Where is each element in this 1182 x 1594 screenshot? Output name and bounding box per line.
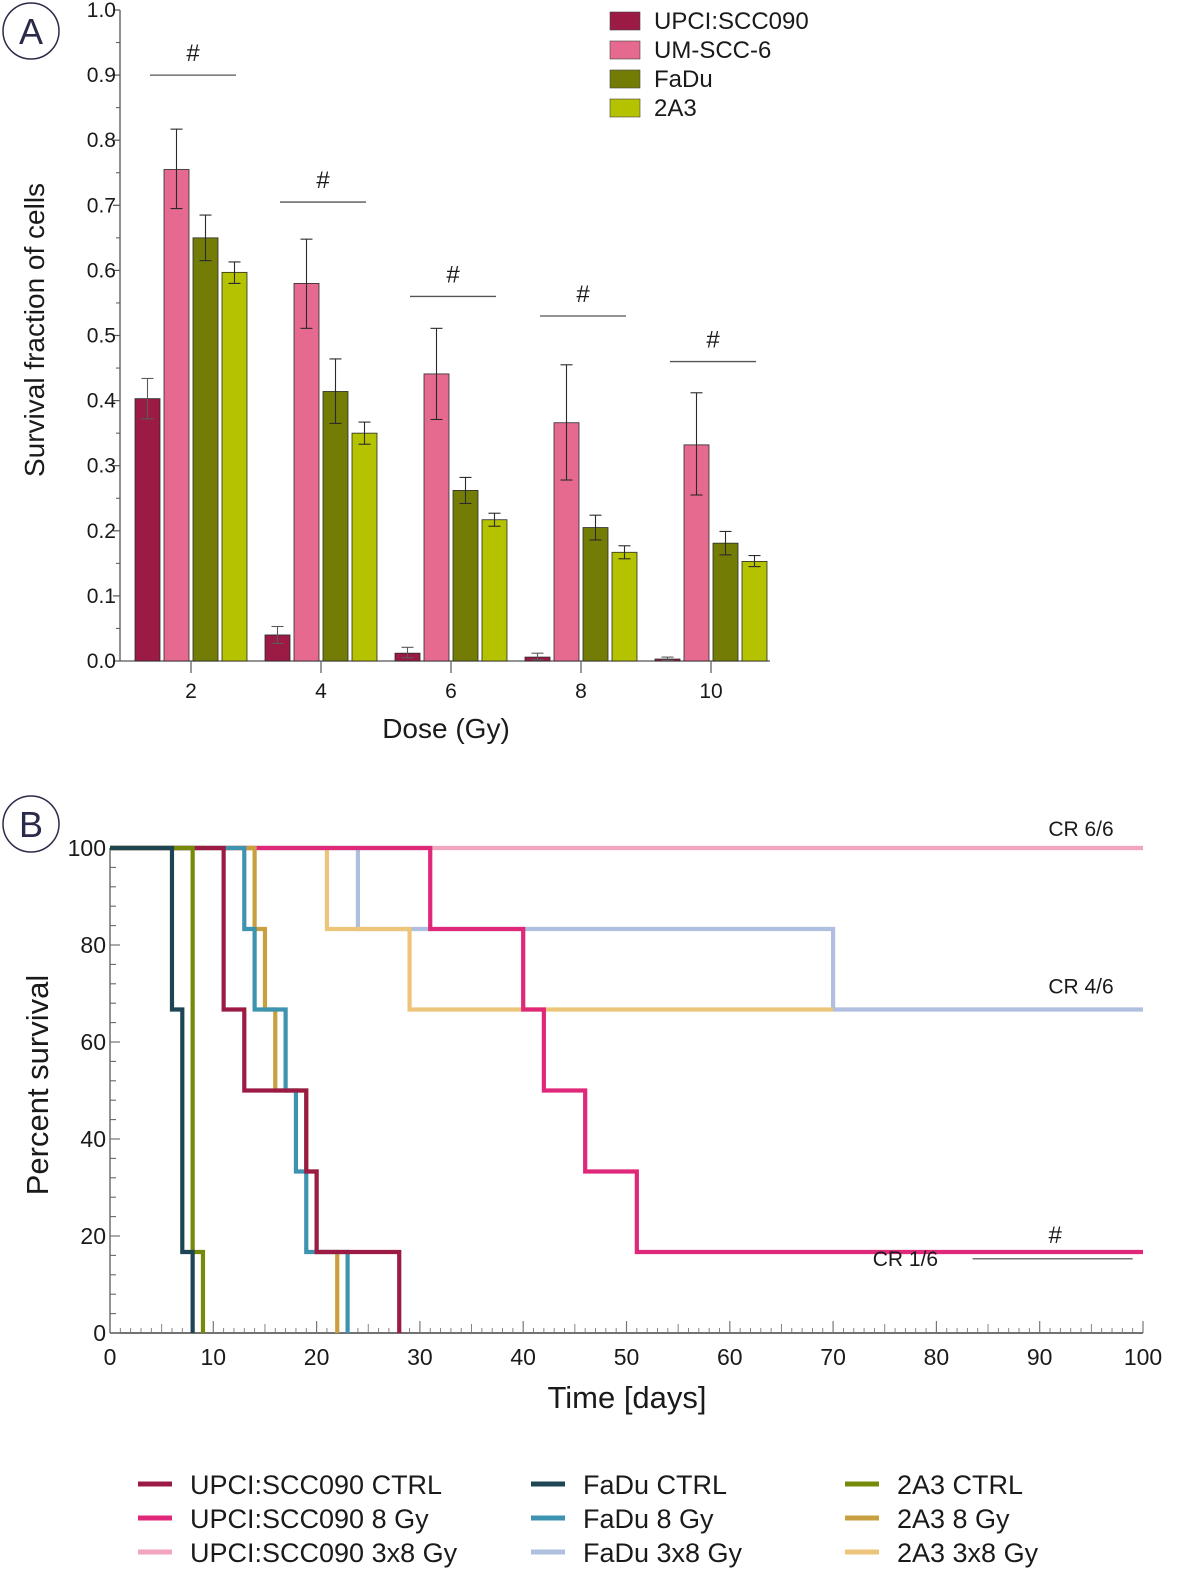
km-curve-upci-scc090-8-gy <box>110 845 1143 1255</box>
chart-a-y-tick-label: 0.2 <box>87 520 116 543</box>
legend-swatch <box>609 11 641 31</box>
chart-a-x-tick-label: 2 <box>185 680 197 703</box>
legend-swatch <box>609 40 641 60</box>
legend-label: UPCI:SCC090 8 Gy <box>190 1504 429 1534</box>
legend-label: FaDu 3x8 Gy <box>583 1538 743 1568</box>
legend-label: UPCI:SCC090 <box>654 8 809 35</box>
chart-b-annotations: CR 6/6 CR 4/6 CR 1/6 # <box>873 818 1133 1271</box>
chart-b-y-axis-title: Percent survival <box>20 975 55 1196</box>
significance-marker: # <box>576 281 590 308</box>
km-curve-fadu-8-gy <box>110 845 350 1333</box>
chart-a-y-axis-title: Survival fraction of cells <box>19 183 50 477</box>
chart-a-y-tick-label: 0.0 <box>87 650 116 673</box>
legend-label: 2A3 3x8 Gy <box>897 1538 1039 1568</box>
chart-b-x-tick-label: 50 <box>614 1344 640 1370</box>
chart-b-x-tick-label: 100 <box>1124 1344 1162 1370</box>
chart-b-y-tick-label: 100 <box>68 835 106 861</box>
bar-fadu-dose-6 <box>452 490 479 662</box>
svg-text:A: A <box>19 11 43 52</box>
complete-response-label: CR 4/6 <box>1048 976 1113 999</box>
legend-label: FaDu 8 Gy <box>583 1504 714 1534</box>
chart-a-y-tick-label: 0.1 <box>87 585 116 608</box>
chart-b-x-tick-label: 20 <box>304 1344 330 1370</box>
significance-marker: # <box>186 40 200 67</box>
chart-a-x-tick-label: 10 <box>699 680 722 703</box>
chart-b-y-tick-label: 80 <box>80 932 106 958</box>
legend-label: FaDu CTRL <box>583 1470 727 1500</box>
chart-b-x-tick-label: 90 <box>1027 1344 1053 1370</box>
chart-a-x-axis-title: Dose (Gy) <box>382 713 510 744</box>
bar-2a3-dose-8 <box>611 551 638 662</box>
chart-b-lines <box>110 845 1143 1333</box>
chart-a-x-tick-label: 4 <box>315 680 327 703</box>
chart-a-y-tick-label: 0.9 <box>87 64 116 87</box>
bar-fadu-dose-8 <box>582 527 609 662</box>
km-curve-2a3-8-gy <box>110 845 340 1333</box>
significance-marker: # <box>316 167 330 194</box>
chart-a-y-tick-label: 0.5 <box>87 325 116 348</box>
bar-2a3-dose-10 <box>741 560 768 662</box>
chart-a-annotations: # # # # # <box>150 40 756 363</box>
chart-b-legend: UPCI:SCC090 CTRL UPCI:SCC090 8 Gy UPCI:SCC… <box>138 1470 1039 1568</box>
chart-a-bars <box>134 128 768 662</box>
legend-label: 2A3 <box>654 95 697 122</box>
chart-b-x-tick-label: 70 <box>820 1344 846 1370</box>
chart-b-y-tick-label: 60 <box>80 1029 106 1055</box>
km-curve-2a3-3x8-gy <box>110 845 834 1012</box>
chart-a-x-tick-label: 6 <box>445 680 457 703</box>
chart-b-x-tick-label: 0 <box>104 1344 117 1370</box>
km-curve-upci-scc090-ctrl <box>110 845 402 1333</box>
chart-a-y-tick-label: 0.3 <box>87 455 116 478</box>
chart-a-y-tick-label: 0.8 <box>87 129 116 152</box>
chart-b-x-tick-label: 30 <box>407 1344 433 1370</box>
significance-marker: # <box>1049 1222 1063 1249</box>
bar-2a3-dose-6 <box>481 519 508 662</box>
chart-b-x-tick-label: 80 <box>924 1344 950 1370</box>
significance-marker: # <box>446 261 460 288</box>
bar-2a3-dose-4 <box>351 432 378 662</box>
chart-b-y-tick-label: 20 <box>80 1223 106 1249</box>
significance-marker: # <box>706 327 720 354</box>
bar-um-scc-6-dose-6 <box>423 373 450 662</box>
bar-um-scc-6-dose-4 <box>293 283 320 662</box>
legend-label: FaDu <box>654 66 713 93</box>
chart-b-x-tick-label: 10 <box>201 1344 227 1370</box>
chart-a-y-tick-label: 1.0 <box>87 0 116 22</box>
chart-a-y-tick-label: 0.4 <box>87 390 117 413</box>
chart-a-dose-survival: A 0.0 0.1 0.2 0.3 0.4 0.5 0.6 0.7 0.8 0.9 1.0 2 4 6 8 1… <box>2 0 809 744</box>
bar-um-scc-6-dose-2 <box>163 169 190 662</box>
panel-b-label: B <box>2 795 60 853</box>
chart-a-x-tick-label: 8 <box>575 680 587 703</box>
legend-label: UM-SCC-6 <box>654 37 771 64</box>
chart-b-y-tick-label: 40 <box>80 1126 106 1152</box>
bar-fadu-dose-10 <box>712 542 739 662</box>
km-curve-2a3-ctrl <box>110 845 206 1333</box>
legend-swatch <box>609 69 641 89</box>
legend-label: UPCI:SCC090 3x8 Gy <box>190 1538 458 1568</box>
bar-2a3-dose-2 <box>221 271 248 662</box>
complete-response-label: CR 1/6 <box>873 1248 938 1271</box>
legend-swatch <box>609 98 641 118</box>
km-curve-fadu-3x8-gy <box>110 845 1143 1012</box>
complete-response-label: CR 6/6 <box>1048 818 1113 841</box>
legend-label: UPCI:SCC090 CTRL <box>190 1470 442 1500</box>
chart-a-y-tick-label: 0.6 <box>87 259 116 282</box>
chart-b-y-tick-label: 0 <box>93 1320 106 1346</box>
legend-label: 2A3 CTRL <box>897 1470 1023 1500</box>
bar-fadu-dose-2 <box>192 237 219 662</box>
chart-b-x-tick-label: 40 <box>510 1344 536 1370</box>
svg-text:B: B <box>19 804 43 845</box>
chart-b-x-tick-label: 60 <box>717 1344 743 1370</box>
chart-a-axes: 0.0 0.1 0.2 0.3 0.4 0.5 0.6 0.7 0.8 0.9 1.0 2 4 6 8 10 <box>87 0 770 703</box>
chart-b-axes: 0 20 40 60 80 100 0 10 20 30 40 50 60 70 80 90 100 <box>68 835 1163 1370</box>
legend-label: 2A3 8 Gy <box>897 1504 1010 1534</box>
km-curve-fadu-ctrl <box>110 845 195 1333</box>
panel-a-label: A <box>2 2 60 60</box>
bar-upci-scc090-dose-2 <box>134 398 161 662</box>
chart-b-x-axis-title: Time [days] <box>547 1380 706 1415</box>
bar-fadu-dose-4 <box>322 391 349 662</box>
chart-a-y-tick-label: 0.7 <box>87 194 116 217</box>
